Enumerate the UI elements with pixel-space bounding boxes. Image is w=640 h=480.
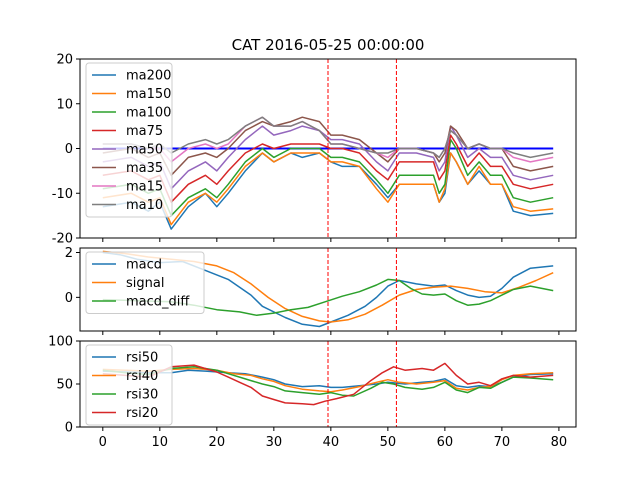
panel-data: [102, 116, 554, 230]
x-tick-label: 40: [323, 435, 340, 450]
x-tick-label: 30: [266, 435, 283, 450]
legend-label-ma10: ma10: [126, 198, 163, 213]
series-line-ma100: [102, 138, 554, 217]
legend-label-rsi20: rsi20: [126, 406, 158, 421]
legend-box: [85, 62, 173, 218]
x-tick-label: 20: [209, 435, 226, 450]
x-tick-label: 50: [380, 435, 397, 450]
y-tick-label: 20: [56, 53, 73, 68]
chart-title: CAT 2016-05-25 00:00:00: [232, 36, 425, 54]
legend-label-ma200: ma200: [126, 69, 171, 84]
panel-2: 0 2 macd signal macd_diff: [65, 246, 577, 335]
series-line-macd_diff: [102, 278, 554, 317]
legend: macd signal macd_diff: [85, 251, 205, 314]
chart-panels: -20-1001020ma200ma150ma100ma75ma50ma35ma…: [48, 53, 577, 436]
x-tick-label: 60: [437, 435, 454, 450]
panel-frame: [79, 247, 577, 332]
legend-box: [85, 251, 205, 314]
y-tick-label: 0: [65, 421, 73, 436]
x-tick-label: 70: [494, 435, 511, 450]
y-tick-label: 0: [65, 142, 73, 157]
series-line-ma50: [102, 125, 554, 190]
legend-box: [85, 344, 173, 426]
x-tick-label: 80: [551, 435, 568, 450]
series-line-rsi20: [102, 362, 554, 406]
legend-label-rsi30: rsi30: [126, 388, 158, 403]
x-tick-label: 0: [99, 435, 107, 450]
legend-label-ma100: ma100: [126, 106, 171, 121]
legend-label-ma15: ma15: [126, 180, 163, 195]
legend: ma200 ma150 ma100 ma75 ma50 ma35 ma15 ma10: [85, 62, 173, 218]
series-line-ma10: [102, 116, 554, 159]
legend-label-ma35: ma35: [126, 161, 163, 176]
legend-label-signal: signal: [126, 276, 164, 291]
panel-3: 0 50 100 rsi50 rsi40 rsi30 rsi20: [48, 335, 577, 436]
x-tick-label: 10: [152, 435, 169, 450]
legend-label-macd: macd: [126, 258, 162, 273]
series-line-rsi50: [102, 369, 554, 389]
series-line-ma75: [102, 134, 554, 203]
y-tick-label: 100: [48, 335, 73, 350]
legend-label-ma50: ma50: [126, 143, 163, 158]
y-tick-label: -10: [52, 187, 73, 202]
y-tick-label: 50: [56, 378, 73, 393]
y-tick-label: 10: [56, 97, 73, 112]
series-line-ma200: [102, 152, 554, 230]
x-axis: 0 10 20 30 40 50 60 70 80: [99, 435, 568, 450]
legend-label-ma75: ma75: [126, 124, 163, 139]
panel-1: -20-1001020ma200ma150ma100ma75ma50ma35ma…: [52, 53, 577, 247]
panel-data: [102, 362, 554, 406]
legend-label-macd_diff: macd_diff: [126, 295, 190, 310]
y-tick-label: 2: [65, 246, 73, 261]
y-tick-label: 0: [65, 291, 73, 306]
y-tick-label: -20: [52, 232, 73, 247]
series-line-ma150: [102, 152, 554, 226]
legend-label-ma150: ma150: [126, 87, 171, 102]
legend-label-rsi50: rsi50: [126, 351, 158, 366]
legend-label-rsi40: rsi40: [126, 369, 158, 384]
legend: rsi50 rsi40 rsi30 rsi20: [85, 344, 173, 426]
